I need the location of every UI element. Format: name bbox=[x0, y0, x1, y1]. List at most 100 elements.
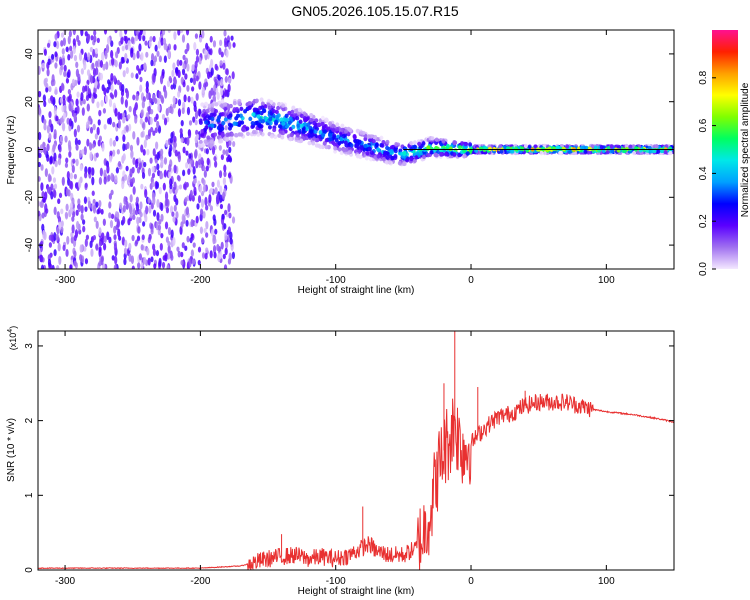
spectrogram-noise-cell bbox=[177, 108, 182, 118]
spectrogram-noise-cell bbox=[61, 57, 66, 66]
spectrogram-ridge-cell bbox=[269, 99, 274, 105]
spectrogram-ridge-cell bbox=[209, 139, 214, 144]
spectrogram-ridge-cell bbox=[247, 105, 252, 110]
spectrogram-noise-cell bbox=[168, 150, 172, 157]
spectrogram-noise-cell bbox=[227, 172, 232, 179]
spectrogram-noise-cell bbox=[40, 264, 45, 269]
spectrogram-noise-cell bbox=[50, 123, 54, 133]
spectrogram-ridge-cell bbox=[234, 133, 239, 138]
spectrogram-noise-cell bbox=[58, 221, 62, 230]
spectrogram-noise-cell bbox=[145, 92, 150, 100]
spectrogram-noise-cell bbox=[86, 33, 90, 43]
spectrogram-noise-cell bbox=[203, 184, 207, 193]
spectrogram-noise-cell bbox=[221, 213, 225, 220]
spectrogram-noise-cell bbox=[91, 96, 95, 104]
spectrogram-noise-cell bbox=[95, 60, 99, 68]
spectrogram-noise-cell bbox=[88, 115, 92, 122]
spectrogram-noise-cell bbox=[161, 30, 166, 36]
spectrogram-noise-cell bbox=[69, 264, 73, 269]
spectrogram-noise-cell bbox=[96, 101, 100, 109]
spectrogram-noise-cell bbox=[125, 89, 130, 99]
spectrogram-ridge-cell bbox=[617, 144, 622, 150]
spectrogram-noise-cell bbox=[154, 158, 158, 164]
spectrogram-noise-cell bbox=[190, 219, 194, 228]
spectrogram-noise-cell bbox=[185, 207, 189, 216]
spectrogram-noise-cell bbox=[135, 30, 139, 36]
spectrogram-ridge-cell bbox=[403, 146, 408, 152]
spectrogram-noise-cell bbox=[139, 76, 143, 83]
spectrogram-noise-cell bbox=[173, 181, 177, 191]
spectrogram-ridge-cell bbox=[387, 160, 392, 165]
spectrogram-ridge-cell bbox=[290, 109, 295, 115]
spectrogram-noise-cell bbox=[112, 102, 116, 110]
spectrogram-noise-cell bbox=[160, 232, 164, 239]
spectrogram-ridge-cell bbox=[277, 124, 282, 129]
spectrogram-ridge-cell bbox=[579, 145, 584, 150]
spectrogram-ridge-cell bbox=[340, 123, 345, 129]
spectrogram-noise-cell bbox=[108, 155, 113, 163]
spectrogram-noise-cell bbox=[228, 212, 232, 219]
spectrogram-ridge-cell bbox=[296, 123, 301, 128]
spectrogram-noise-cell bbox=[177, 90, 181, 98]
spectrogram-ridge-cell bbox=[262, 108, 267, 113]
spectrogram-ridge-cell bbox=[206, 135, 211, 140]
spectrogram-noise-cell bbox=[49, 156, 53, 163]
spectrogram-noise-cell bbox=[81, 149, 85, 155]
y-tick-label: 0 bbox=[24, 146, 35, 152]
spectrogram-noise-cell bbox=[216, 243, 220, 252]
spectrogram-ridge-cell bbox=[301, 129, 306, 135]
spectrogram-noise-cell bbox=[98, 199, 102, 208]
spectrogram-noise-cell bbox=[146, 247, 150, 256]
spectrogram-noise-cell bbox=[77, 198, 81, 206]
spectrogram-noise-cell bbox=[38, 65, 41, 75]
spectrogram-noise-cell bbox=[44, 77, 48, 83]
spectrogram-ridge-cell bbox=[385, 155, 390, 160]
snr-series-line bbox=[38, 393, 674, 570]
spectrogram-ridge-cell bbox=[638, 148, 643, 153]
spectrogram-noise-cell bbox=[141, 171, 146, 180]
spectrogram-y-label: Frequency (Hz) bbox=[6, 116, 17, 185]
spectrogram-noise-cell bbox=[182, 169, 186, 177]
spectrogram-noise-cell bbox=[205, 148, 209, 155]
spectrogram-noise-cell bbox=[124, 52, 128, 62]
spectrogram-noise-cell bbox=[209, 143, 213, 149]
spectrogram-noise-cell bbox=[101, 142, 105, 152]
spectrogram-noise-cell bbox=[177, 30, 181, 36]
spectrogram-noise-cell bbox=[106, 36, 111, 45]
spectrogram-noise-cell bbox=[156, 98, 160, 106]
spectrogram-noise-cell bbox=[129, 168, 133, 178]
spectrogram-noise-cell bbox=[224, 75, 228, 83]
spectrogram-ridge-cell bbox=[250, 121, 255, 126]
spectrogram-noise-cell bbox=[78, 52, 83, 62]
spectrogram-ridge-cell bbox=[239, 132, 244, 137]
spectrogram-noise-cell bbox=[170, 254, 174, 261]
spectrogram-noise-cell bbox=[121, 112, 126, 118]
spectrogram-noise-cell bbox=[110, 50, 114, 59]
spectrogram-noise-cell bbox=[213, 218, 217, 226]
spectrogram-noise-cell bbox=[44, 191, 48, 201]
spectrogram-noise-cell bbox=[115, 51, 119, 59]
spectrogram-noise-cell bbox=[110, 57, 115, 66]
spectrogram-ridge-cell bbox=[259, 97, 264, 102]
spectrogram-ridge-cell bbox=[221, 120, 226, 126]
spectrogram-noise-cell bbox=[113, 225, 117, 234]
spectrogram-noise-cell bbox=[126, 141, 130, 150]
spectrogram-noise-cell bbox=[134, 209, 139, 216]
spectrogram-noise-cell bbox=[78, 179, 82, 189]
spectrogram-noise-cell bbox=[89, 46, 93, 53]
spectrogram-ridge-cell bbox=[209, 112, 214, 118]
spectrogram-ridge-cell bbox=[343, 129, 348, 134]
spectrogram-noise-cell bbox=[186, 157, 191, 165]
spectrogram-ridge-cell bbox=[385, 145, 390, 151]
spectrogram-ridge-cell bbox=[251, 129, 256, 135]
spectrogram-noise-cell bbox=[69, 181, 74, 190]
spectrogram-noise-cell bbox=[92, 123, 96, 131]
spectrogram-noise-cell bbox=[124, 174, 128, 181]
spectrogram-noise-cell bbox=[161, 113, 166, 120]
spectrogram-noise-cell bbox=[121, 45, 125, 52]
spectrogram-noise-cell bbox=[75, 68, 80, 78]
spectrogram-ridge-cell bbox=[439, 152, 444, 157]
spectrogram-noise-cell bbox=[125, 124, 129, 132]
spectrogram-noise-cell bbox=[195, 93, 199, 101]
spectrogram-noise-cell bbox=[198, 57, 202, 65]
